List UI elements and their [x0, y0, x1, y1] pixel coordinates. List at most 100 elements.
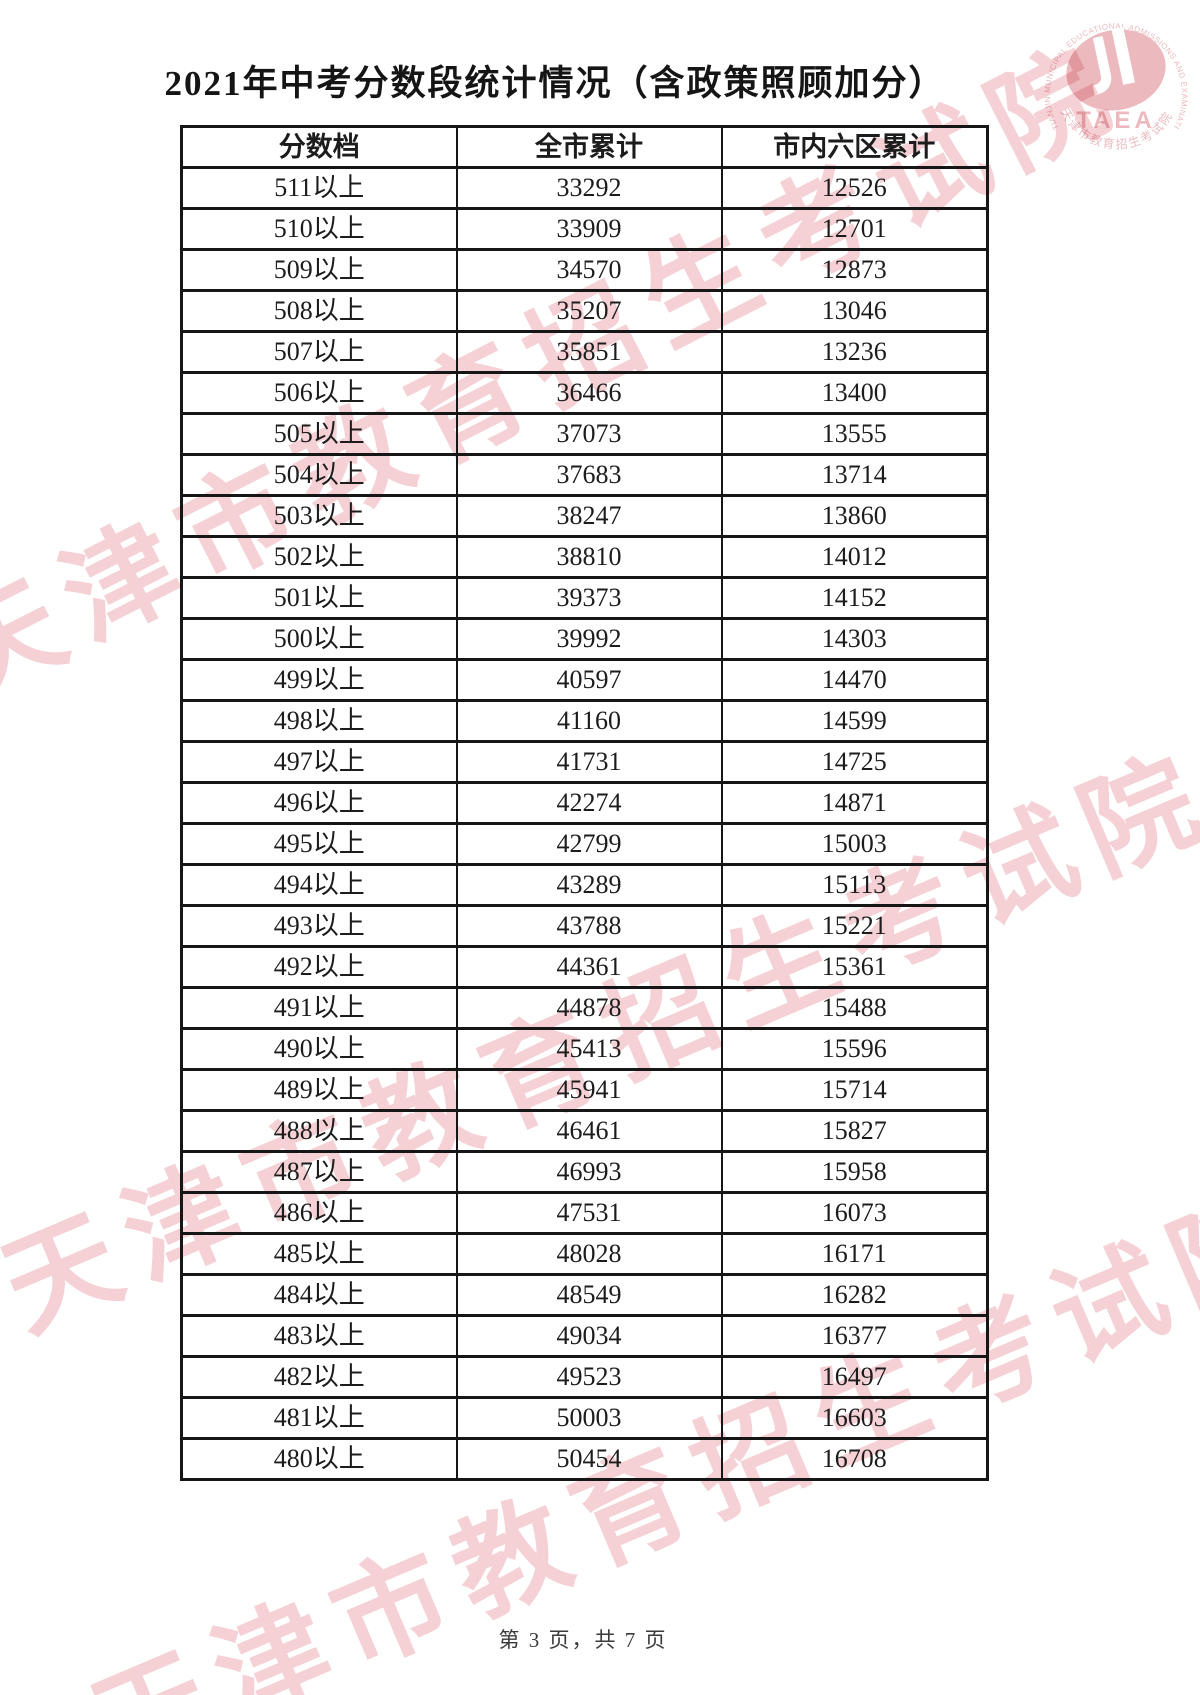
table-row: 482以上 49523 16497: [180, 1355, 989, 1399]
table-cell: 498以上: [180, 699, 458, 743]
table-cell: 43289: [455, 863, 723, 907]
table-row: 484以上 48549 16282: [180, 1273, 989, 1317]
col-header-six-inner-districts-cumulative: 市内六区累计: [720, 125, 989, 169]
table-cell: 499以上: [180, 658, 458, 702]
table-cell: 507以上: [180, 330, 458, 374]
page-title: 2021年中考分数段统计情况（含政策照顾加分）: [164, 64, 946, 103]
table-cell: 45941: [455, 1068, 723, 1112]
page-footer: 第 3 页，共 7 页: [498, 1628, 668, 1652]
table-row: 481以上 50003 16603: [180, 1396, 989, 1440]
table-cell: 502以上: [180, 535, 458, 579]
table-cell: 497以上: [180, 740, 458, 784]
table-cell: 15958: [720, 1150, 989, 1194]
table-cell: 44878: [455, 986, 723, 1030]
table-cell: 47531: [455, 1191, 723, 1235]
table-cell: 483以上: [180, 1314, 458, 1358]
table-row: 509以上 34570 12873: [180, 248, 989, 292]
table-row: 487以上 46993 15958: [180, 1150, 989, 1194]
table-cell: 34570: [455, 248, 723, 292]
table-cell: 50003: [455, 1396, 723, 1440]
table-row: 499以上 40597 14470: [180, 658, 989, 702]
table-cell: 501以上: [180, 576, 458, 620]
table-row: 488以上 46461 15827: [180, 1109, 989, 1153]
table-cell: 50454: [455, 1437, 723, 1481]
table-cell: 16497: [720, 1355, 989, 1399]
table-cell: 496以上: [180, 781, 458, 825]
table-cell: 16073: [720, 1191, 989, 1235]
table-cell: 505以上: [180, 412, 458, 456]
table-cell: 481以上: [180, 1396, 458, 1440]
table-cell: 42799: [455, 822, 723, 866]
table-cell: 14725: [720, 740, 989, 784]
table-row: 485以上 48028 16171: [180, 1232, 989, 1276]
table-cell: 13046: [720, 289, 989, 333]
col-header-score-band: 分数档: [180, 125, 458, 169]
table-cell: 46461: [455, 1109, 723, 1153]
score-table-body: 511以上 33292 12526 510以上 33909 12701 509以上 34570…: [180, 166, 989, 1481]
table-cell: 14012: [720, 535, 989, 579]
table-row: 505以上 37073 13555: [180, 412, 989, 456]
table-row: 506以上 36466 13400: [180, 371, 989, 415]
table-cell: 480以上: [180, 1437, 458, 1481]
table-cell: 49034: [455, 1314, 723, 1358]
table-header-row: 分数档 全市累计 市内六区累计: [180, 125, 989, 169]
table-cell: 16171: [720, 1232, 989, 1276]
table-row: 489以上 45941 15714: [180, 1068, 989, 1112]
table-cell: 482以上: [180, 1355, 458, 1399]
table-row: 480以上 50454 16708: [180, 1437, 989, 1481]
table-cell: 35851: [455, 330, 723, 374]
table-row: 504以上 37683 13714: [180, 453, 989, 497]
table-cell: 487以上: [180, 1150, 458, 1194]
table-cell: 511以上: [180, 166, 458, 210]
table-cell: 44361: [455, 945, 723, 989]
table-cell: 37073: [455, 412, 723, 456]
table-cell: 14152: [720, 576, 989, 620]
table-cell: 495以上: [180, 822, 458, 866]
table-cell: 37683: [455, 453, 723, 497]
table-cell: 13860: [720, 494, 989, 538]
table-cell: 14599: [720, 699, 989, 743]
table-cell: 16282: [720, 1273, 989, 1317]
table-cell: 488以上: [180, 1109, 458, 1153]
table-row: 508以上 35207 13046: [180, 289, 989, 333]
table-cell: 13236: [720, 330, 989, 374]
table-cell: 35207: [455, 289, 723, 333]
table-cell: 491以上: [180, 986, 458, 1030]
table-row: 510以上 33909 12701: [180, 207, 989, 251]
table-row: 497以上 41731 14725: [180, 740, 989, 784]
table-cell: 40597: [455, 658, 723, 702]
table-cell: 16708: [720, 1437, 989, 1481]
table-row: 511以上 33292 12526: [180, 166, 989, 210]
table-row: 500以上 39992 14303: [180, 617, 989, 661]
table-cell: 43788: [455, 904, 723, 948]
table-cell: 492以上: [180, 945, 458, 989]
table-cell: 13400: [720, 371, 989, 415]
table-row: 496以上 42274 14871: [180, 781, 989, 825]
table-cell: 41160: [455, 699, 723, 743]
table-row: 503以上 38247 13860: [180, 494, 989, 538]
score-table: 分数档 全市累计 市内六区累计 511以上 33292 12526 510以上 3390…: [180, 125, 989, 1481]
table-cell: 46993: [455, 1150, 723, 1194]
table-cell: 13714: [720, 453, 989, 497]
table-row: 486以上 47531 16073: [180, 1191, 989, 1235]
table-cell: 49523: [455, 1355, 723, 1399]
table-cell: 504以上: [180, 453, 458, 497]
seal-acronym: TAEA: [1076, 107, 1156, 134]
table-row: 495以上 42799 15003: [180, 822, 989, 866]
table-cell: 41731: [455, 740, 723, 784]
table-cell: 486以上: [180, 1191, 458, 1235]
table-row: 490以上 45413 15596: [180, 1027, 989, 1071]
table-cell: 506以上: [180, 371, 458, 415]
table-row: 483以上 49034 16377: [180, 1314, 989, 1358]
table-cell: 48549: [455, 1273, 723, 1317]
table-cell: 15003: [720, 822, 989, 866]
table-cell: 15714: [720, 1068, 989, 1112]
table-cell: 45413: [455, 1027, 723, 1071]
table-row: 498以上 41160 14599: [180, 699, 989, 743]
table-cell: 13555: [720, 412, 989, 456]
table-cell: 33292: [455, 166, 723, 210]
table-cell: 42274: [455, 781, 723, 825]
table-cell: 503以上: [180, 494, 458, 538]
table-cell: 38247: [455, 494, 723, 538]
